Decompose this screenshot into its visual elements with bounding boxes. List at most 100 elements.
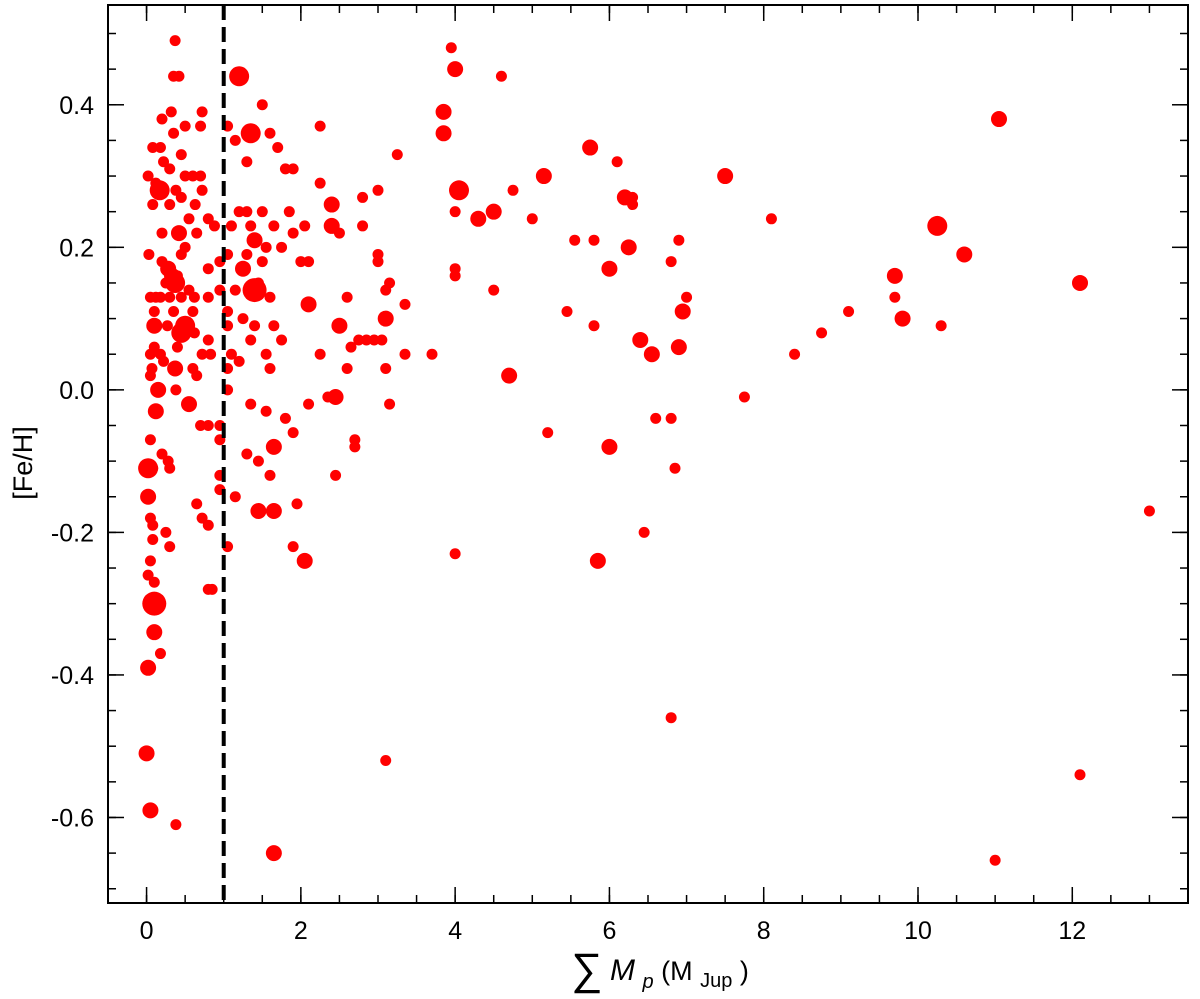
data-point [245,334,257,346]
data-point [488,284,500,296]
data-point [526,213,538,225]
y-tick-label: 0.4 [59,92,94,120]
data-point [233,355,245,367]
data-point [256,256,268,268]
data-point [582,139,599,156]
data-point [765,213,777,225]
data-point [196,184,208,196]
data-point [181,396,197,413]
data-point [789,348,801,360]
data-point [168,127,180,139]
data-point [147,199,159,211]
data-point [264,127,276,139]
data-point [189,199,201,211]
x-axis-label-unit-close: ) [740,956,749,986]
data-point [314,177,326,189]
data-point [208,220,220,232]
data-point [501,367,518,384]
data-point [195,419,207,431]
data-point [240,123,261,144]
data-point [156,113,168,125]
data-point [1074,769,1086,781]
data-point [138,745,155,762]
data-point [165,272,186,293]
data-point [674,303,691,320]
data-point [233,206,245,218]
data-point [287,427,299,439]
data-point [175,291,187,303]
data-point [449,270,461,282]
data-point [643,346,660,363]
data-point [449,548,461,560]
data-point [196,106,208,118]
data-point [638,526,650,538]
data-point [241,248,253,260]
data-point [445,42,457,54]
data-point [188,291,200,303]
data-point [237,313,249,325]
data-point [535,168,552,185]
data-point [175,248,187,260]
data-point [175,191,187,203]
x-tick-label: 0 [140,917,154,945]
y-tick-label: 0.0 [59,377,94,405]
data-point [265,845,282,862]
y-tick-label: -0.6 [51,804,94,832]
y-tick-label: -0.2 [51,519,94,547]
data-point [195,170,207,182]
data-point [158,156,170,168]
data-point [241,156,253,168]
data-point [164,291,176,303]
data-point [170,819,182,831]
data-point [569,234,581,246]
data-point [165,106,177,118]
data-point [632,331,649,348]
data-point [202,213,214,225]
y-tick-labels: 0.4 0.2 0.0 -0.2 -0.4 -0.6 [51,92,94,833]
data-point [303,256,315,268]
data-point [191,227,203,239]
data-point [673,234,685,246]
data-point [495,70,507,82]
data-point [173,70,185,82]
x-tick-label: 8 [757,917,771,945]
data-point [391,149,403,161]
data-point [260,405,272,417]
data-point [889,291,901,303]
data-point [187,170,199,182]
data-point [205,348,217,360]
data-point [206,583,218,595]
data-point [148,341,160,353]
data-point [202,519,214,531]
data-point [144,555,156,567]
data-point [169,35,181,47]
data-point [260,241,272,253]
data-point [229,66,250,87]
data-point [681,291,693,303]
data-point [235,260,251,277]
data-point [665,256,677,268]
data-point [229,134,241,146]
data-point [620,239,637,256]
y-tick-label: 0.2 [59,234,94,262]
data-point [376,334,388,346]
data-point [245,220,257,232]
data-point [225,348,237,360]
data-point [349,441,361,453]
data-point [435,103,452,120]
data-point [170,225,187,242]
data-point [399,348,411,360]
data-point [154,648,166,660]
data-point [345,341,357,353]
x-axis-label-unit-open: (M [661,956,692,986]
data-point [260,348,272,360]
data-point [264,362,276,374]
data-point [179,120,191,132]
x-tick-labels: 0 2 4 6 8 10 12 [140,917,1087,945]
data-point [241,206,253,218]
data-point [250,503,267,520]
data-point [331,317,348,334]
data-point [268,220,280,232]
data-point [449,206,461,218]
data-point [435,125,452,142]
